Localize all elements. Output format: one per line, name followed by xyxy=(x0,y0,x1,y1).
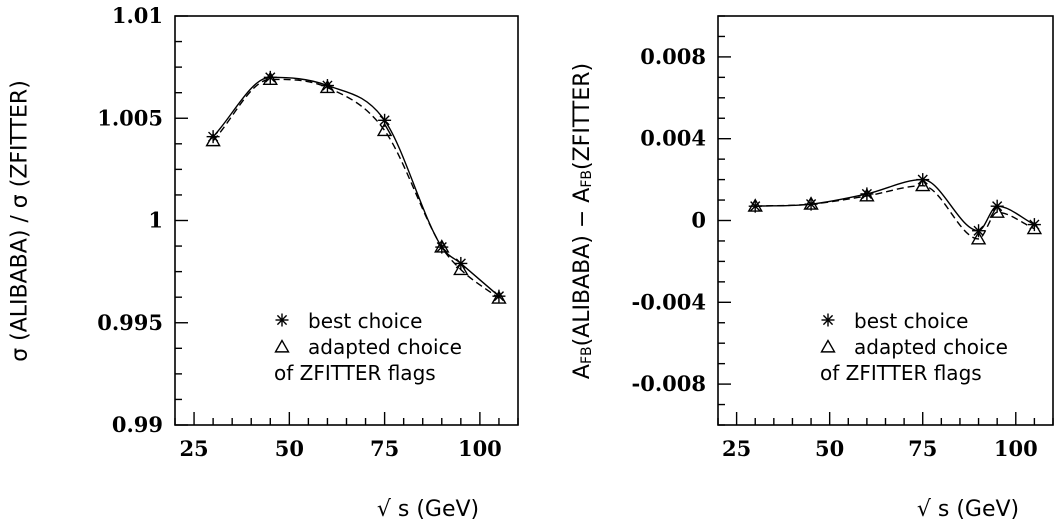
x-tick-label: 100 xyxy=(994,436,1038,461)
data-point-triangle xyxy=(434,239,450,253)
series-line-best-choice xyxy=(755,178,1035,232)
data-point-triangle xyxy=(915,177,931,192)
series-line-adapted-choice xyxy=(212,78,500,299)
legend-entry: best choice xyxy=(854,309,968,333)
data-point-triangle xyxy=(970,230,987,245)
y-tick-label: 1 xyxy=(148,208,163,233)
x-axis-title: √ s (GeV) xyxy=(377,497,479,522)
y-axis-title: AFB(ALIBABA) − AFB(ZFITTER) xyxy=(570,63,596,379)
y-tick-label: 0.008 xyxy=(640,44,706,69)
data-point-triangle xyxy=(262,71,278,85)
data-point-triangle xyxy=(1026,220,1043,235)
data-point-asterisk xyxy=(972,224,986,238)
data-point-triangle xyxy=(859,188,875,202)
legend-entry: adapted choice xyxy=(854,335,1008,359)
data-point-triangle xyxy=(491,290,507,304)
chart-right-afb-difference: 25 50 75 100 -0.008 -0.004 0 0.004 0.008 best cho… xyxy=(570,15,1054,522)
data-point-asterisk xyxy=(378,113,392,127)
data-point-asterisk xyxy=(320,79,334,93)
legend-asterisk-icon xyxy=(275,313,289,327)
legend-note: of ZFITTER flags xyxy=(274,361,436,385)
y-axis-title: σ (ALIBABA) / σ (ZFITTER) xyxy=(8,80,33,362)
data-point-triangle xyxy=(205,132,221,147)
y-tick-label: 1.01 xyxy=(112,3,163,28)
x-tick-label: 100 xyxy=(458,436,502,461)
y-tick-label: 0.004 xyxy=(640,126,706,151)
y-tick-label: 0.995 xyxy=(97,310,163,335)
x-tick-label: 50 xyxy=(275,436,304,461)
series-line-adapted-choice xyxy=(755,185,1035,240)
y-tick-label: 0 xyxy=(691,208,706,233)
data-point-triangle xyxy=(376,122,393,137)
y-tick-label: 1.005 xyxy=(97,105,163,130)
data-point-triangle xyxy=(989,204,1005,218)
data-point-triangle xyxy=(803,196,819,210)
x-tick-label: 50 xyxy=(815,436,844,461)
data-point-asterisk xyxy=(860,187,874,201)
legend-triangle-icon xyxy=(274,339,290,353)
chart-left-sigma-ratio: 25 50 75 100 0.99 0.995 1 1.005 1.01 best choicea… xyxy=(8,3,519,522)
legend-triangle-icon xyxy=(820,339,836,353)
x-tick-label: 25 xyxy=(179,436,208,461)
x-tick-label: 75 xyxy=(370,436,399,461)
y-tick-label: 0.99 xyxy=(112,412,163,437)
legend-entry: adapted choice xyxy=(308,335,462,359)
legend-entry: best choice xyxy=(308,309,422,333)
legend-note: of ZFITTER flags xyxy=(820,361,982,385)
data-point-triangle xyxy=(453,261,469,276)
y-tick-label: -0.004 xyxy=(632,289,706,314)
x-axis-title: √ s (GeV) xyxy=(917,497,1019,522)
y-tick-label: -0.008 xyxy=(632,371,706,396)
x-tick-label: 25 xyxy=(722,436,751,461)
legend-asterisk-icon xyxy=(821,313,835,327)
data-point-triangle xyxy=(747,198,763,212)
x-tick-label: 75 xyxy=(908,436,937,461)
data-point-triangle xyxy=(319,79,336,94)
